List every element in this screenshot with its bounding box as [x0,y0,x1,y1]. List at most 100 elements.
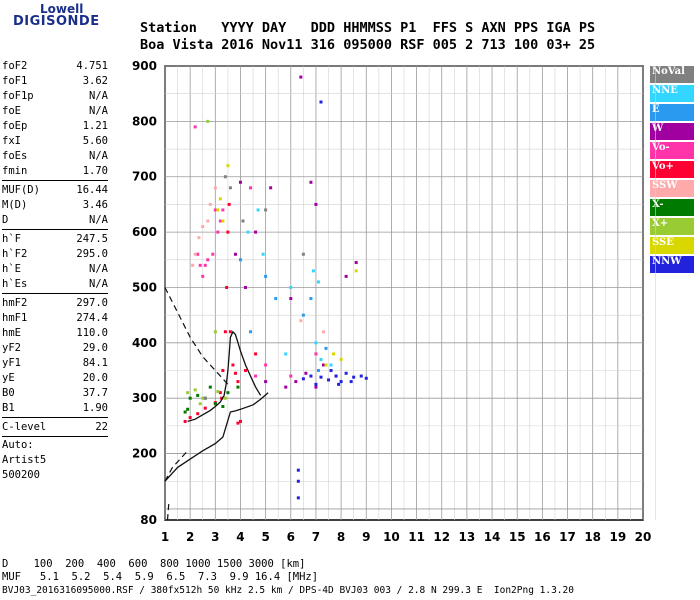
x-tick-label: 15 [509,530,526,544]
legend-item: NNW [650,256,694,273]
echo-point [218,197,222,201]
x-tick-label: 4 [236,530,244,544]
param-label: h`E [2,263,21,275]
echo-point [254,374,258,378]
legend-item: Vo- [650,142,694,159]
x-tick-label: 13 [459,530,476,544]
legend-item: X- [650,199,694,216]
param-label: foE [2,105,21,117]
echo-point [344,274,348,278]
echo-point [196,393,200,397]
echo-point [226,164,230,168]
echo-point [233,252,237,256]
echo-point [256,208,260,212]
x-tick-label: 8 [337,530,345,544]
param-label: B0 [2,387,15,399]
echo-point [289,285,293,289]
param-label: h`F2 [2,248,28,260]
logo-lowell: Lowell [40,2,84,16]
echo-point [319,100,323,104]
param-value: 247.5 [76,233,108,245]
echo-point [301,377,305,381]
logo-digisonde: DIGISONDE [13,14,100,29]
echo-point [309,180,313,184]
echo-point [213,402,217,406]
legend-item: SSE [650,237,694,254]
echo-point [354,261,358,265]
echo-point [261,252,265,256]
echo-point [299,75,303,79]
echo-point [225,285,229,289]
echo-point [319,375,323,379]
y-tick-label: 500 [132,280,157,294]
echo-point [223,175,227,179]
param-row: h`F 247.5 [2,232,108,247]
profile-curve [164,392,269,482]
param-value: 1.90 [82,402,108,414]
param-value: N/A [89,90,108,102]
param-label: hmF1 [2,312,28,324]
echo-point [269,186,273,190]
x-tick-label: 3 [211,530,219,544]
param-value: 110.0 [76,327,108,339]
echo-point [284,352,288,356]
param-label: D [2,214,9,226]
param-value: 5.60 [82,135,108,147]
y-tick-label: 800 [132,114,157,128]
echo-point [339,357,343,361]
param-value: 3.46 [82,199,108,211]
x-tick-label: 11 [408,530,425,544]
echo-point [238,180,242,184]
param-label: yF2 [2,342,21,354]
param-row: M(D) 3.46 [2,198,108,213]
parameters-panel: foF2 4.751 foF1 3.62 foF1p N/A foE N/A foEp 1.21 f… [2,59,108,484]
param-label: h`Es [2,278,28,290]
param-label: fxI [2,135,21,147]
x-tick-label: 20 [635,530,652,544]
x-tick-label: 10 [383,530,400,544]
param-value: N/A [89,105,108,117]
param-row: fxI 5.60 [2,134,108,149]
header-values: Boa Vista 2016 Nov11 316 095000 RSF 005 … [140,37,596,53]
echo-point [213,186,217,190]
param-value: 295.0 [76,248,108,260]
echo-point [316,280,320,284]
echo-point [264,208,268,212]
echo-point [228,330,232,334]
echo-point [339,380,343,384]
param-value: 1.70 [82,165,108,177]
echo-point [329,369,333,373]
echo-point [264,380,268,384]
y-tick-label: 700 [132,170,157,184]
y-tick-label: 900 [132,59,157,73]
param-value: 274.4 [76,312,108,324]
param-value: 4.751 [76,60,108,72]
echo-point [188,416,192,420]
echo-point [228,186,232,190]
echo-point [201,396,205,400]
param-value: N/A [89,214,108,226]
echo-point [284,385,288,389]
x-tick-label: 18 [584,530,601,544]
echo-point [208,202,212,206]
x-tick-label: 16 [534,530,551,544]
param-row: h`Es N/A [2,277,108,292]
param-separator [2,436,108,437]
param-label: hmE [2,327,21,339]
echo-point [254,230,258,234]
param-separator [2,180,108,181]
echo-point [193,388,197,392]
echo-point [241,219,245,223]
footer-file-info: BVJ03_2016316095000.RSF / 380fx512h 50 k… [2,585,574,596]
echo-point [359,374,363,378]
echo-point [249,330,253,334]
echo-point [223,396,227,400]
echo-point [324,346,328,350]
echo-point [183,410,187,414]
param-value: N/A [89,150,108,162]
echo-point [198,402,202,406]
echo-point [296,479,300,483]
echo-point [332,352,336,356]
echo-point [352,375,356,379]
param-label: yF1 [2,357,21,369]
